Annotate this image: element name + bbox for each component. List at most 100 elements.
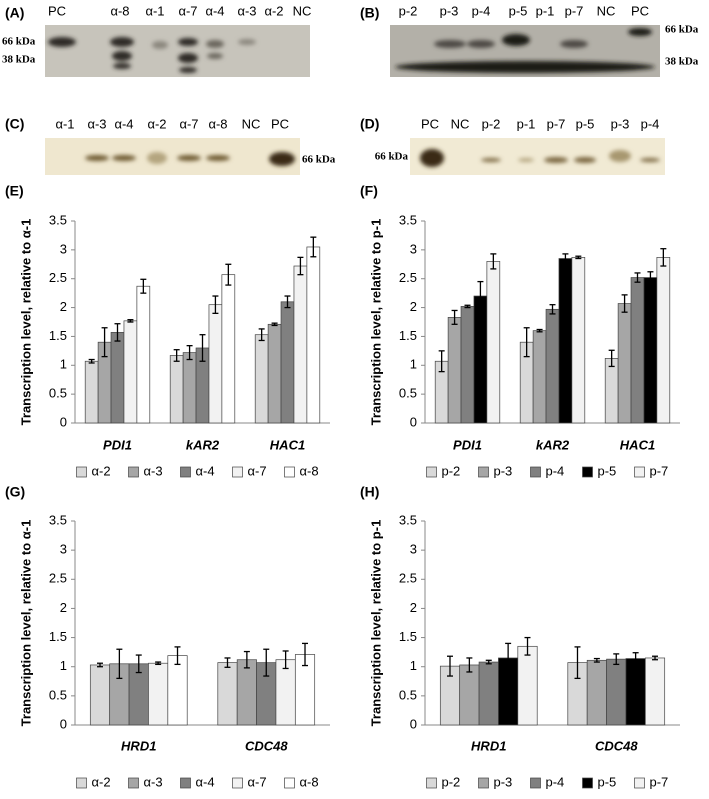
bar	[571, 257, 586, 424]
bar	[293, 265, 308, 424]
bar	[182, 352, 197, 424]
legend-label: α-2	[92, 774, 111, 789]
panel-label: (E)	[5, 183, 24, 199]
y-tick-label: 1	[410, 658, 417, 673]
bar	[167, 655, 188, 726]
lane-label: α-8	[208, 116, 227, 131]
bar	[123, 320, 138, 424]
legend-swatch	[128, 466, 139, 478]
panel-label: (G)	[5, 484, 25, 500]
y-tick-label: 0.5	[49, 687, 67, 702]
legend-label: α-8	[300, 774, 319, 789]
legend-label: p-3	[494, 463, 513, 478]
error-bar	[302, 642, 309, 667]
x-tick-label: kAR2	[536, 437, 570, 452]
lane-label: p-4	[641, 116, 660, 131]
bar	[136, 285, 151, 424]
error-bar	[96, 662, 103, 668]
legend-swatch	[582, 466, 593, 478]
error-bar	[477, 280, 484, 312]
legend-label: α-3	[144, 463, 163, 478]
bar	[460, 306, 475, 424]
blot-a-image	[45, 25, 310, 77]
bar	[473, 295, 488, 424]
y-tick-label: 0.5	[399, 687, 417, 702]
bar	[254, 334, 269, 424]
error-bar	[505, 642, 512, 674]
bar	[545, 308, 560, 424]
bar	[486, 261, 501, 424]
lane-label: α-1	[145, 3, 164, 18]
error-bar	[174, 646, 181, 666]
y-tick-label: 0	[60, 414, 67, 429]
bar	[267, 323, 282, 424]
error-bar	[173, 349, 180, 362]
y-tick-label: 3	[410, 542, 417, 557]
error-bar	[114, 323, 121, 342]
panel-label: (D)	[360, 116, 379, 132]
blot-b-image	[390, 25, 660, 77]
lane-label: α-7	[178, 3, 197, 18]
y-tick-label: 3	[410, 241, 417, 256]
lane-label: α-4	[114, 116, 133, 131]
size-marker: 66 kDa	[2, 36, 36, 48]
error-bar	[446, 655, 453, 677]
legend-swatch	[76, 777, 87, 789]
legend-swatch	[232, 777, 243, 789]
legend-swatch	[128, 777, 139, 789]
error-bar	[199, 334, 206, 362]
error-bar	[575, 255, 582, 260]
bar	[643, 277, 658, 424]
error-bar	[116, 648, 123, 680]
error-bar	[310, 236, 317, 258]
legend-label: p-5	[598, 463, 617, 478]
legend-label: α-4	[196, 463, 215, 478]
bar	[208, 304, 223, 424]
error-bar	[466, 657, 473, 673]
y-tick-label: 2.5	[49, 270, 67, 285]
lane-label: PC	[48, 3, 66, 18]
bar	[221, 274, 236, 424]
error-bar	[562, 253, 569, 264]
x-tick-label: CDC48	[595, 738, 638, 753]
lane-label: α-1	[55, 116, 74, 131]
lane-label: α-8	[110, 3, 129, 18]
bar	[558, 258, 573, 424]
x-tick-label: HAC1	[270, 437, 305, 452]
error-bar	[608, 349, 615, 368]
x-tick-label: PDI1	[453, 437, 482, 452]
y-tick-label: 3.5	[399, 212, 417, 227]
legend-label: α-2	[92, 463, 111, 478]
error-bar	[593, 657, 600, 663]
y-axis-label: Transcription level, relative to p-1	[368, 219, 383, 426]
bar	[217, 662, 238, 726]
legend-swatch	[478, 466, 489, 478]
error-bar	[490, 253, 497, 270]
lane-label: NC	[597, 3, 616, 18]
size-marker: 66 kDa	[665, 24, 699, 36]
y-tick-label: 1.5	[49, 629, 67, 644]
y-tick-label: 2.5	[49, 571, 67, 586]
lane-label: p-1	[536, 3, 555, 18]
error-bar	[258, 328, 265, 342]
bar	[617, 303, 632, 424]
y-tick-label: 3	[60, 241, 67, 256]
bar	[306, 246, 321, 424]
bar	[84, 360, 99, 424]
lane-label: NC	[293, 3, 312, 18]
y-tick-label: 2	[410, 299, 417, 314]
y-tick-label: 0.5	[49, 386, 67, 401]
blot-d-image	[410, 138, 665, 175]
error-bar	[140, 278, 147, 294]
legend-swatch	[180, 466, 191, 478]
legend-swatch	[426, 466, 437, 478]
legend-swatch	[634, 466, 645, 478]
y-tick-label: 3	[60, 542, 67, 557]
y-axis-label: Transcription level, relative to α-1	[18, 520, 33, 727]
x-tick-label: HRD1	[471, 738, 506, 753]
bar	[148, 662, 169, 726]
lane-label: p-7	[547, 116, 566, 131]
legend-label: p-4	[546, 774, 565, 789]
error-bar	[574, 646, 581, 680]
